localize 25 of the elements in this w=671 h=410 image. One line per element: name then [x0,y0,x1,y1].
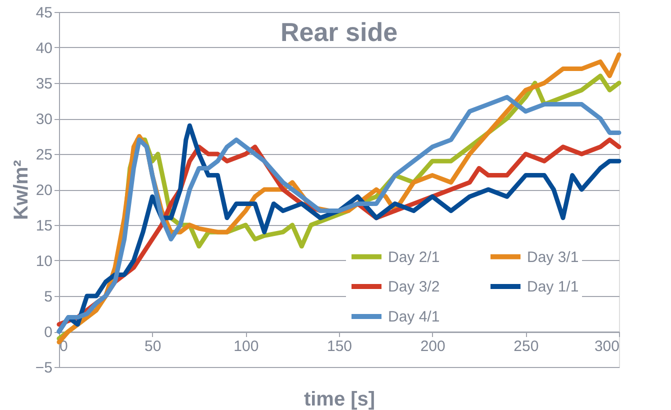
y-tick-label: 5 [44,288,52,306]
legend-label: Day 3/1 [527,248,579,266]
y-tick-label: 10 [36,253,52,270]
chart-title: Rear side [280,17,398,47]
x-tick-label: 50 [144,338,162,355]
x-tick-label: 150 [326,338,352,355]
legend-label: Day 4/1 [388,308,440,326]
y-tick-label: 40 [36,40,52,57]
y-tick-label: 45 [36,4,52,22]
y-tick-label: 0 [44,324,52,341]
x-tick-label: 300 [594,338,620,355]
y-tick-label: 15 [36,218,52,234]
y-tick-label: 25 [36,146,52,164]
legend-label: Day 1/1 [527,278,579,296]
x-tick-label: 200 [420,338,446,355]
y-tick-label: 35 [36,76,52,92]
x-tick-label: 100 [234,338,259,355]
y-tick-label: 30 [36,111,52,128]
x-axis-title: time [s] [304,388,376,410]
legend-label: Day 2/1 [388,248,440,266]
y-tick-label: 20 [36,182,52,199]
y-axis-title: Kw/m² [10,160,32,220]
y-tick-label: −5 [35,360,52,376]
x-tick-label: 250 [514,338,539,355]
legend-label: Day 3/2 [388,278,440,296]
